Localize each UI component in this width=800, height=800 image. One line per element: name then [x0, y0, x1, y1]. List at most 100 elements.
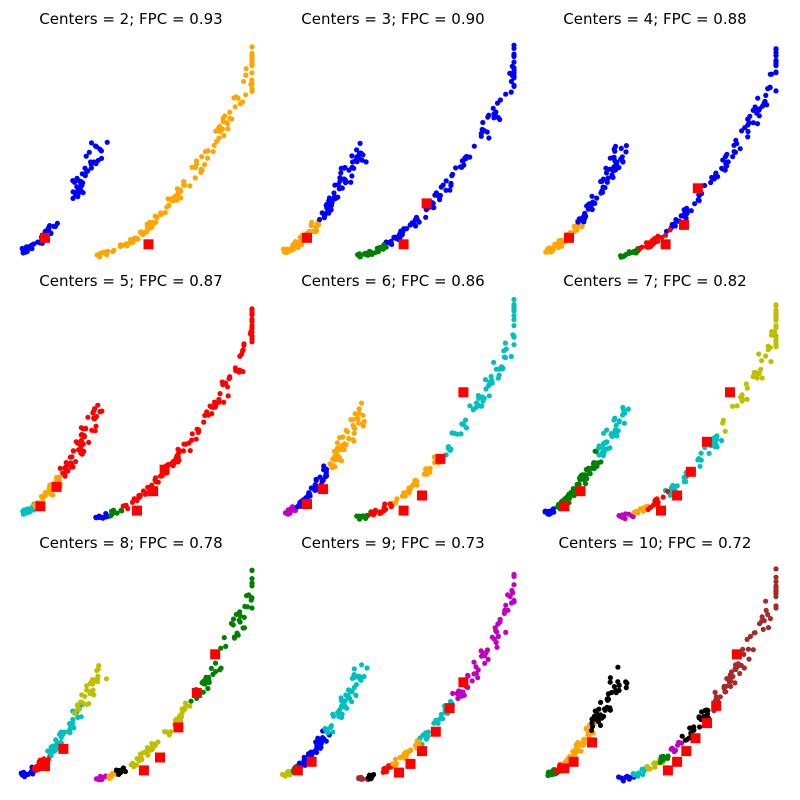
scatter-plot-8	[279, 571, 517, 783]
data-point	[683, 479, 689, 485]
data-point	[323, 727, 329, 733]
data-point	[358, 400, 365, 406]
data-point	[227, 109, 233, 115]
data-point	[509, 63, 515, 69]
data-point	[511, 52, 517, 59]
data-point	[406, 490, 412, 496]
data-point	[382, 765, 388, 771]
data-point	[321, 467, 327, 473]
data-point	[206, 679, 212, 686]
data-point	[175, 446, 181, 452]
data-point	[182, 705, 188, 711]
cluster-center-marker-6	[681, 746, 692, 757]
data-point	[187, 448, 193, 454]
data-point	[647, 766, 653, 772]
data-point	[347, 695, 353, 702]
data-point	[471, 671, 477, 677]
data-point	[22, 249, 28, 255]
data-point	[369, 773, 375, 779]
data-point	[508, 600, 515, 606]
data-point	[758, 366, 764, 372]
cluster-magenta-9	[450, 571, 517, 701]
scatter-plot-7	[18, 567, 255, 783]
data-point	[746, 120, 752, 126]
cluster-black-6	[365, 771, 377, 782]
data-point	[180, 448, 186, 454]
data-point	[423, 214, 429, 220]
data-point	[486, 393, 492, 399]
data-point	[697, 463, 703, 469]
cluster-center-marker-3	[394, 767, 404, 778]
cluster-blue-2	[317, 42, 517, 247]
data-point	[496, 372, 502, 378]
data-point	[497, 97, 503, 103]
data-point	[317, 739, 323, 745]
data-point	[739, 128, 745, 134]
data-point	[763, 607, 769, 613]
data-point	[773, 337, 779, 343]
data-point	[747, 633, 754, 639]
data-point	[357, 140, 363, 146]
data-point	[497, 619, 503, 625]
cluster-center-marker-1	[559, 763, 570, 774]
cluster-center-marker-3	[138, 765, 149, 776]
data-point	[618, 775, 624, 781]
data-point	[50, 743, 56, 749]
cluster-center-marker-1	[40, 761, 50, 772]
data-point	[110, 248, 116, 255]
data-point	[83, 426, 89, 432]
data-point	[224, 384, 231, 390]
data-point	[346, 167, 352, 173]
data-point	[235, 95, 241, 101]
data-point	[69, 721, 75, 727]
data-point	[345, 429, 351, 435]
data-point	[249, 318, 255, 324]
data-point	[456, 688, 462, 694]
data-point	[696, 193, 702, 199]
data-point	[747, 113, 753, 119]
data-point	[586, 469, 592, 475]
data-point	[699, 709, 705, 715]
data-point	[360, 423, 366, 429]
data-point	[199, 167, 205, 173]
data-point	[241, 78, 247, 85]
data-point	[334, 440, 340, 446]
data-point	[427, 465, 433, 471]
data-point	[637, 245, 643, 251]
data-point	[313, 476, 319, 482]
data-point	[189, 431, 195, 437]
data-point	[547, 772, 553, 778]
data-point	[427, 469, 433, 475]
data-point	[480, 398, 486, 404]
subplot-1: Centers = 2; FPC = 0.93	[0, 0, 262, 262]
data-point	[589, 193, 595, 199]
data-point	[630, 771, 636, 777]
data-point	[447, 187, 453, 193]
data-point	[645, 244, 651, 250]
data-point	[249, 44, 255, 50]
cluster-red-5	[367, 501, 395, 518]
data-point	[168, 729, 174, 735]
data-point	[342, 164, 348, 171]
data-point	[328, 724, 334, 730]
cluster-center-marker-2	[318, 484, 329, 495]
data-point	[618, 145, 624, 151]
data-point	[356, 406, 362, 412]
data-point	[356, 150, 363, 156]
data-point	[338, 170, 344, 176]
cluster-magenta-4	[616, 511, 636, 522]
data-point	[182, 700, 189, 706]
data-point	[19, 245, 25, 252]
data-point	[475, 675, 481, 681]
data-point	[95, 666, 101, 672]
data-point	[331, 190, 337, 196]
data-point	[232, 104, 238, 110]
data-point	[227, 115, 233, 122]
data-point	[119, 508, 125, 514]
data-point	[760, 626, 766, 632]
data-point	[89, 678, 95, 684]
data-point	[611, 417, 617, 423]
data-point	[321, 211, 327, 217]
data-point	[511, 59, 517, 65]
